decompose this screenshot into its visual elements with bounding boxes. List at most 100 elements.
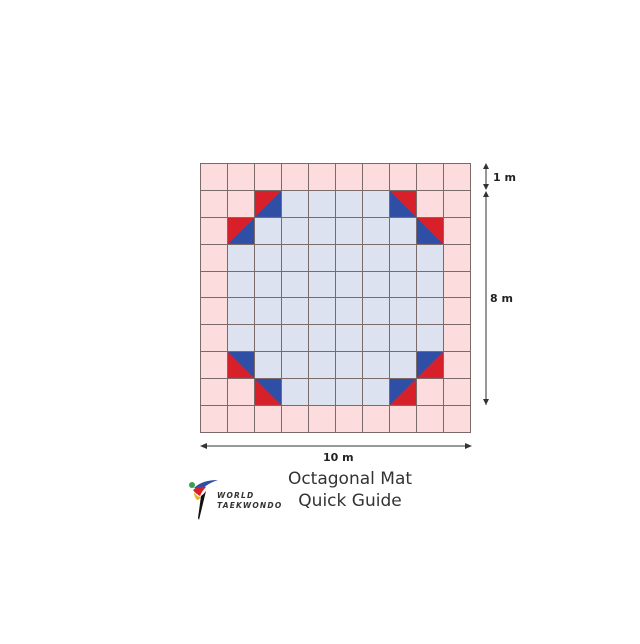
competition-area-cell <box>309 352 335 379</box>
safety-area-cell <box>417 406 443 432</box>
competition-area-cell <box>363 271 389 298</box>
competition-area-cell <box>390 271 416 298</box>
competition-area-cell <box>336 271 362 298</box>
one-meter-label: 1 m <box>493 171 516 184</box>
safety-area-cell <box>444 325 470 352</box>
safety-area-cell <box>201 352 227 379</box>
competition-area-cell <box>282 298 308 325</box>
safety-area-cell <box>363 164 389 190</box>
safety-area-cell <box>336 406 362 432</box>
competition-area-cell <box>228 298 254 325</box>
competition-area-cell <box>417 271 443 298</box>
competition-area-cell <box>282 190 308 217</box>
competition-area-cell <box>228 244 254 271</box>
competition-area-cell <box>363 217 389 244</box>
competition-area-cell <box>282 244 308 271</box>
safety-area-cell <box>390 164 416 190</box>
competition-area-cell <box>255 217 281 244</box>
competition-area-cell <box>336 244 362 271</box>
safety-area-cell <box>444 352 470 379</box>
safety-area-cell <box>363 406 389 432</box>
safety-area-cell <box>201 190 227 217</box>
competition-area-cell <box>336 325 362 352</box>
safety-area-cell <box>201 217 227 244</box>
competition-area-cell <box>417 325 443 352</box>
safety-area-cell <box>444 406 470 432</box>
corner-triangle-cell <box>228 217 254 244</box>
competition-area-cell <box>282 352 308 379</box>
competition-area-cell <box>228 271 254 298</box>
competition-area-cell <box>309 298 335 325</box>
competition-area-cell <box>309 379 335 406</box>
competition-area-cell <box>282 379 308 406</box>
safety-area-cell <box>282 164 308 190</box>
safety-area-cell <box>390 406 416 432</box>
corner-triangle-cell <box>417 352 443 379</box>
competition-area-cell <box>363 379 389 406</box>
competition-area-cell <box>282 325 308 352</box>
competition-area-cell <box>255 271 281 298</box>
eight-meter-label: 8 m <box>490 292 513 305</box>
safety-area-cell <box>417 379 443 406</box>
competition-area-cell <box>282 271 308 298</box>
title-line-2: Quick Guide <box>298 491 402 511</box>
safety-area-cell <box>444 379 470 406</box>
safety-area-cell <box>336 164 362 190</box>
competition-area-cell <box>309 325 335 352</box>
competition-area-cell <box>390 325 416 352</box>
competition-area-cell <box>390 298 416 325</box>
corner-triangle-cell <box>390 379 416 406</box>
safety-area-cell <box>444 298 470 325</box>
competition-area-cell <box>309 190 335 217</box>
competition-area-cell <box>228 325 254 352</box>
competition-area-cell <box>363 190 389 217</box>
safety-area-cell <box>201 379 227 406</box>
competition-area-cell <box>255 352 281 379</box>
corner-triangle-cell <box>390 190 416 217</box>
safety-area-cell <box>201 271 227 298</box>
safety-area-cell <box>417 190 443 217</box>
ten-meter-label: 10 m <box>323 451 354 464</box>
world-taekwondo-logo-icon <box>189 480 218 520</box>
competition-area-cell <box>336 217 362 244</box>
safety-area-cell <box>228 164 254 190</box>
competition-area-cell <box>309 217 335 244</box>
corner-triangle-cell <box>255 379 281 406</box>
safety-area-cell <box>309 164 335 190</box>
safety-area-cell <box>201 164 227 190</box>
safety-area-cell <box>255 406 281 432</box>
competition-area-cell <box>363 352 389 379</box>
octagonal-mat-grid <box>200 163 471 433</box>
safety-area-cell <box>444 217 470 244</box>
logo-text-world: WORLD <box>217 491 255 500</box>
world-taekwondo-logo: WORLD TAEKWONDO <box>188 478 281 522</box>
competition-area-cell <box>417 244 443 271</box>
corner-triangle-cell <box>255 190 281 217</box>
safety-area-cell <box>201 406 227 432</box>
safety-area-cell <box>444 164 470 190</box>
safety-area-cell <box>201 244 227 271</box>
safety-area-cell <box>444 190 470 217</box>
competition-area-cell <box>336 190 362 217</box>
safety-area-cell <box>228 406 254 432</box>
competition-area-cell <box>363 325 389 352</box>
safety-area-cell <box>255 164 281 190</box>
safety-area-cell <box>228 190 254 217</box>
ten-meter-dimension-arrow <box>200 443 472 449</box>
competition-area-cell <box>309 271 335 298</box>
logo-text-taekwondo: TAEKWONDO <box>217 501 283 510</box>
safety-area-cell <box>228 379 254 406</box>
competition-area-cell <box>255 325 281 352</box>
competition-area-cell <box>390 217 416 244</box>
corner-triangle-cell <box>417 217 443 244</box>
competition-area-cell <box>282 217 308 244</box>
guide-title: Octagonal Mat Quick Guide <box>280 468 420 512</box>
competition-area-cell <box>336 298 362 325</box>
competition-area-cell <box>255 298 281 325</box>
safety-area-cell <box>309 406 335 432</box>
safety-area-cell <box>201 325 227 352</box>
competition-area-cell <box>363 298 389 325</box>
safety-area-cell <box>201 298 227 325</box>
competition-area-cell <box>390 352 416 379</box>
competition-area-cell <box>336 379 362 406</box>
